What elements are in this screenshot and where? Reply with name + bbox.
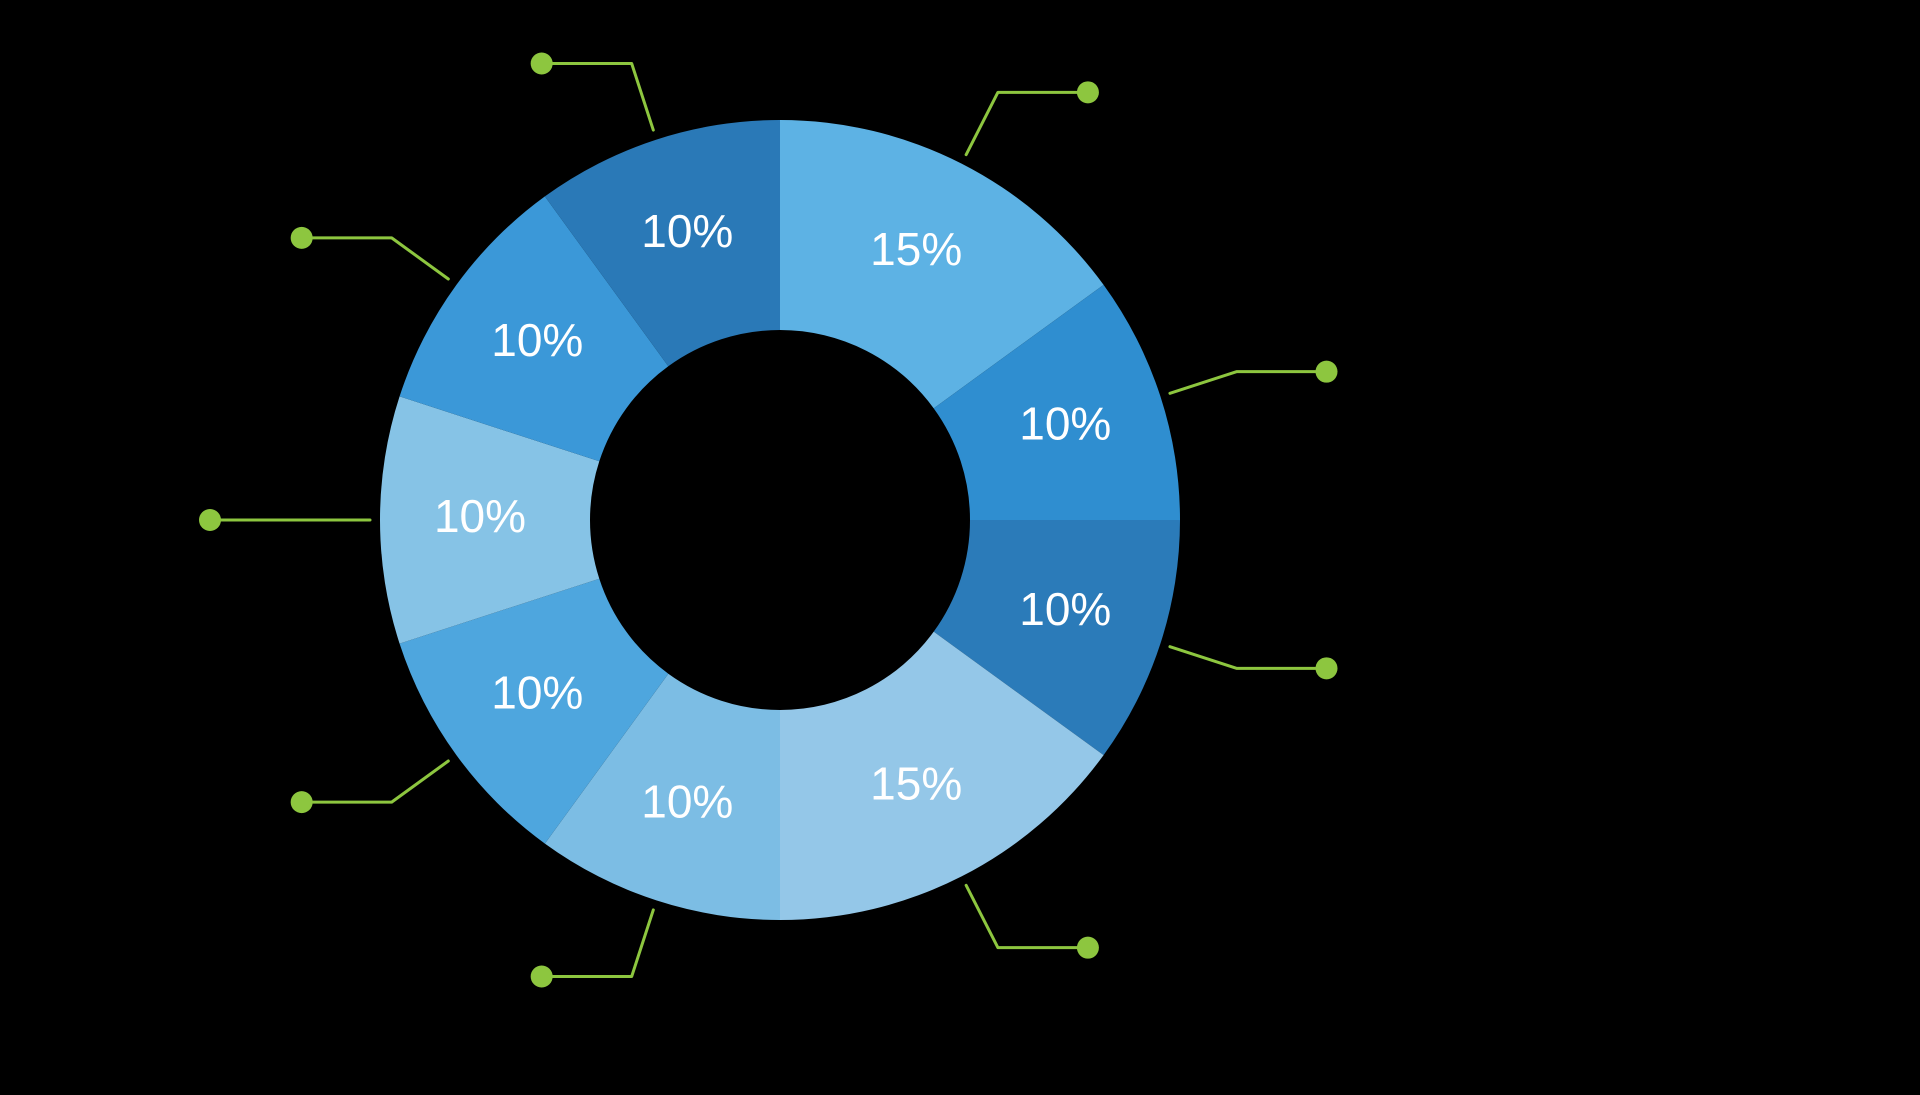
leader-dot-1 [1316, 361, 1338, 383]
leader-line-7 [302, 238, 449, 279]
slice-label-7: 10% [491, 314, 583, 366]
slice-label-2: 10% [1019, 583, 1111, 635]
slice-label-0: 15% [870, 223, 962, 275]
leader-dot-0 [1077, 81, 1099, 103]
leader-line-4 [542, 910, 654, 977]
donut-chart: 15% 10% 10% 15% 10% 10% 10% 10% 10% [0, 0, 1920, 1095]
leader-dot-2 [1316, 657, 1338, 679]
slice-label-4: 10% [641, 775, 733, 827]
leader-line-5 [302, 761, 449, 802]
donut-chart-container: 15% 10% 10% 15% 10% 10% 10% 10% 10% [0, 0, 1920, 1095]
leader-dot-5 [291, 791, 313, 813]
slice-label-1: 10% [1019, 397, 1111, 449]
leader-dot-8 [531, 52, 553, 74]
leader-dot-3 [1077, 937, 1099, 959]
leader-dot-7 [291, 227, 313, 249]
slice-label-8: 10% [641, 205, 733, 257]
leader-line-1 [1170, 372, 1327, 394]
leader-line-0 [966, 92, 1088, 154]
slice-label-6: 10% [434, 490, 526, 542]
leader-dot-6 [199, 509, 221, 531]
leader-line-8 [542, 63, 654, 130]
slice-label-5: 10% [491, 666, 583, 718]
leader-dot-4 [531, 966, 553, 988]
leader-line-2 [1170, 647, 1327, 669]
leader-line-3 [966, 885, 1088, 947]
slice-label-3: 15% [870, 757, 962, 809]
